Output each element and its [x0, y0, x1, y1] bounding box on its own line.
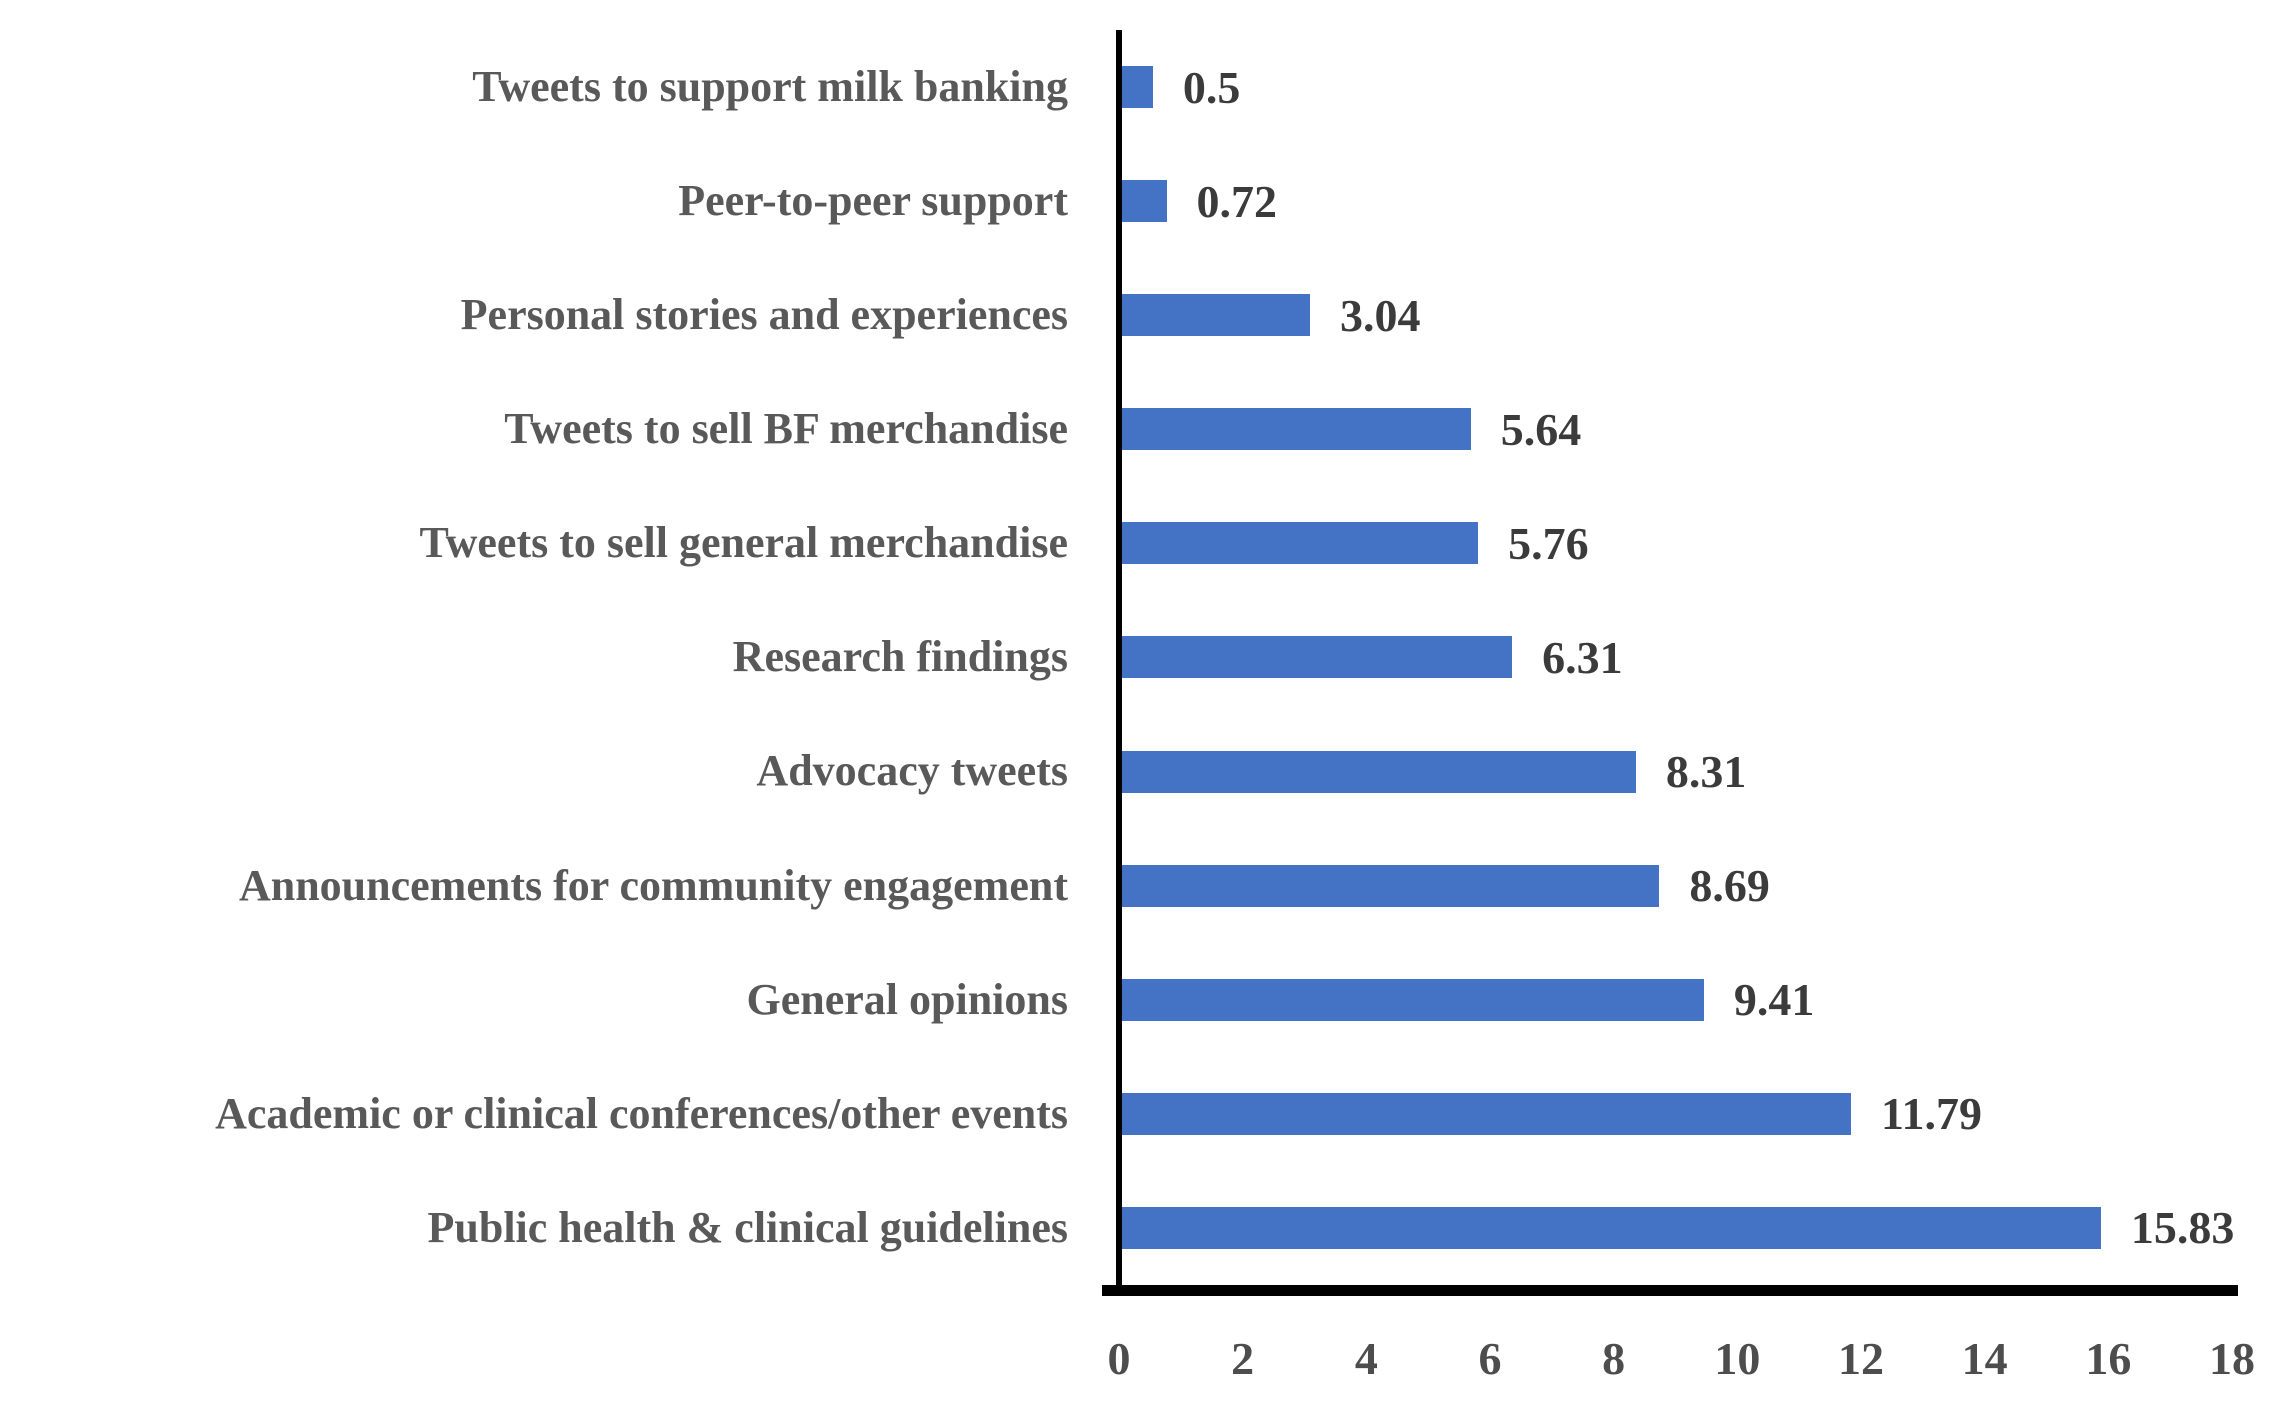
x-tick-label: 8 — [1602, 1333, 1626, 1384]
value-label: 5.76 — [1508, 517, 1589, 569]
category-label: Tweets to sell BF merchandise — [504, 404, 1068, 454]
bar — [1122, 1092, 1851, 1135]
bar-row: Advocacy tweets 8.31 — [0, 715, 2281, 829]
x-tick-label: 16 — [2085, 1333, 2132, 1384]
category-label: Academic or clinical conferences/other e… — [215, 1088, 1068, 1138]
category-label: Public health & clinical guidelines — [427, 1202, 1069, 1252]
value-label: 8.31 — [1665, 746, 1747, 798]
x-tick-label: 2 — [1231, 1333, 1255, 1384]
bar — [1122, 66, 1153, 109]
bar — [1122, 750, 1636, 793]
bar-row: Tweets to support milk banking 0.5 — [0, 30, 2281, 144]
bar-row: Announcements for community engagement 8.… — [0, 829, 2281, 943]
bar-row: Tweets to sell BF merchandise 5.64 — [0, 372, 2281, 486]
bar — [1122, 1206, 2101, 1249]
x-tick-label: 6 — [1478, 1333, 1502, 1384]
bar — [1122, 864, 1660, 907]
bar — [1122, 522, 1479, 565]
bar-row: General opinions 9.41 — [0, 943, 2281, 1057]
category-label: Advocacy tweets — [756, 746, 1068, 796]
bar-row: Peer-to-peer support 0.72 — [0, 144, 2281, 258]
value-label: 0.5 — [1182, 61, 1241, 113]
bar — [1122, 978, 1704, 1021]
bar-row: Public health & clinical guidelines 15.83 — [0, 1171, 2281, 1285]
bar-row: Research findings 6.31 — [0, 600, 2281, 714]
bar — [1122, 636, 1513, 679]
x-axis-line — [1102, 1285, 2238, 1296]
y-axis-line — [1116, 30, 1122, 1292]
x-tick-label: 12 — [1838, 1333, 1884, 1384]
value-label: 8.69 — [1689, 860, 1770, 912]
category-label: Peer-to-peer support — [678, 176, 1068, 226]
value-label: 3.04 — [1339, 289, 1421, 341]
x-tick-label: 4 — [1354, 1333, 1378, 1384]
x-tick-label: 18 — [2209, 1333, 2255, 1384]
x-tick-label: 10 — [1714, 1333, 1761, 1384]
value-label: 5.64 — [1500, 403, 1582, 455]
value-label: 0.72 — [1196, 175, 1278, 227]
bar-row: Personal stories and experiences 3.04 — [0, 258, 2281, 372]
value-label: 6.31 — [1542, 631, 1623, 683]
category-label: Personal stories and experiences — [460, 290, 1068, 340]
category-label: General opinions — [746, 974, 1069, 1024]
bar — [1122, 294, 1310, 337]
category-label: Tweets to sell general merchandise — [419, 518, 1068, 568]
bar — [1122, 408, 1471, 451]
bar — [1122, 180, 1167, 223]
bar-row: Academic or clinical conferences/other e… — [0, 1057, 2281, 1171]
bar-row: Tweets to sell general merchandise 5.76 — [0, 486, 2281, 600]
category-label: Research findings — [732, 632, 1068, 682]
value-label: 15.83 — [2130, 1202, 2235, 1254]
category-label: Tweets to support milk banking — [472, 61, 1068, 111]
x-tick-label: 14 — [1961, 1333, 2008, 1384]
value-label: 9.41 — [1733, 974, 1815, 1026]
value-label: 11.79 — [1881, 1088, 1982, 1140]
x-tick-label: 0 — [1107, 1333, 1131, 1384]
category-label: Announcements for community engagement — [238, 860, 1068, 910]
